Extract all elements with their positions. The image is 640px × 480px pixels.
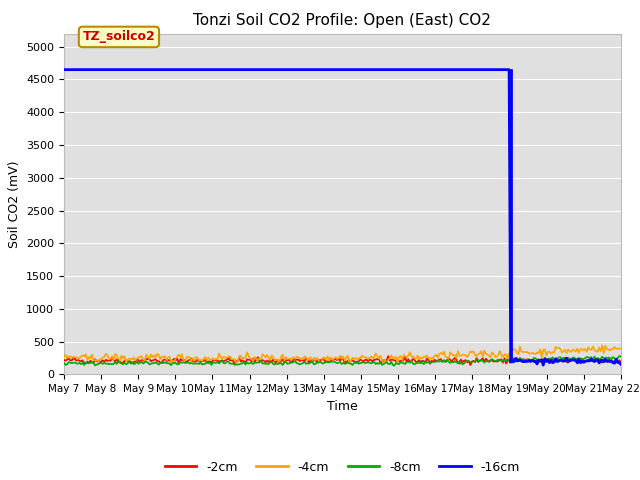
X-axis label: Time: Time	[327, 400, 358, 413]
Legend: -2cm, -4cm, -8cm, -16cm: -2cm, -4cm, -8cm, -16cm	[160, 456, 525, 479]
Y-axis label: Soil CO2 (mV): Soil CO2 (mV)	[8, 160, 20, 248]
Text: TZ_soilco2: TZ_soilco2	[83, 30, 156, 43]
Title: Tonzi Soil CO2 Profile: Open (East) CO2: Tonzi Soil CO2 Profile: Open (East) CO2	[193, 13, 492, 28]
